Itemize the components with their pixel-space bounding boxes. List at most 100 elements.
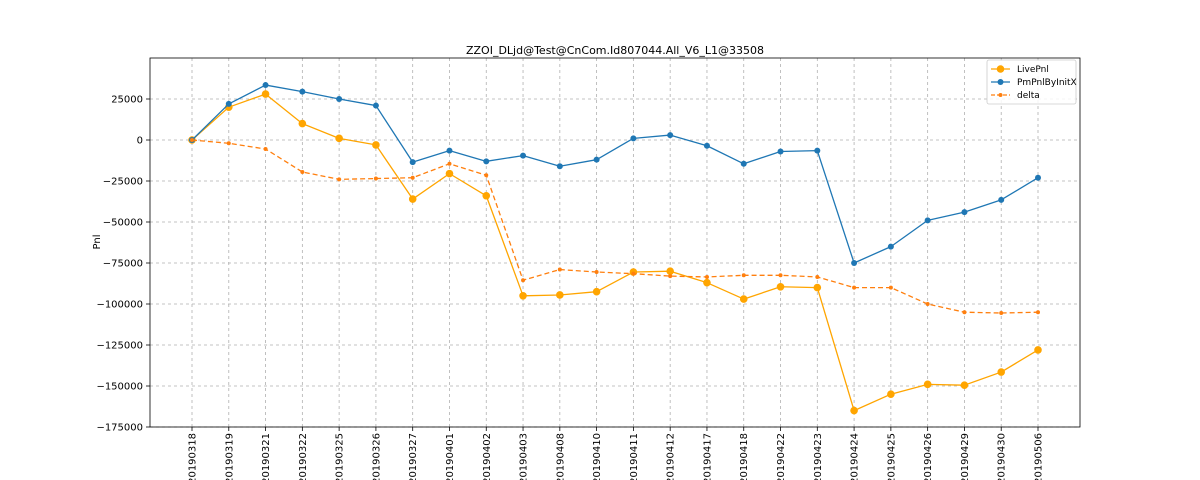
data-point-LivePnl <box>776 282 785 291</box>
data-point-PmPnlByInitX <box>556 163 563 170</box>
data-point-delta <box>410 175 415 180</box>
x-tick-label: 20190401 <box>445 433 456 480</box>
series-line-LivePnl <box>191 93 1039 412</box>
data-point-PmPnlByInitX <box>593 156 600 163</box>
data-point-PmPnlByInitX <box>924 217 931 224</box>
grid <box>150 58 1080 428</box>
data-point-delta <box>962 310 967 315</box>
data-point-LivePnl <box>372 141 380 149</box>
data-point-PmPnlByInitX <box>1035 174 1041 181</box>
legend-item-PmPnlByInitX: PmPnlByInitX <box>991 78 1077 88</box>
legend-item-delta: delta <box>991 91 1040 101</box>
data-point-LivePnl <box>739 295 748 303</box>
y-tick-label: −125000 <box>96 341 143 352</box>
x-tick-label: 20190319 <box>224 433 235 480</box>
data-point-PmPnlByInitX <box>409 159 416 166</box>
y-tick-label: −175000 <box>96 423 143 434</box>
x-tick-label: 20190426 <box>923 433 934 480</box>
data-point-PmPnlByInitX <box>887 243 894 250</box>
legend-marker <box>998 93 1003 97</box>
x-tick-label: 20190429 <box>960 433 971 480</box>
data-point-LivePnl <box>960 381 969 389</box>
data-point-PmPnlByInitX <box>262 82 269 89</box>
x-tick-label: 20190422 <box>776 433 787 480</box>
legend-label: PmPnlByInitX <box>1017 78 1077 88</box>
series-line-PmPnlByInitX <box>191 84 1039 264</box>
data-point-delta <box>888 285 893 290</box>
data-point-LivePnl <box>887 390 895 399</box>
y-tick-label: −25000 <box>103 177 143 188</box>
legend: LivePnl PmPnlByInitX delta <box>986 59 1077 105</box>
data-point-delta <box>263 147 268 152</box>
data-point-LivePnl <box>703 278 711 287</box>
legend-box <box>986 59 1077 105</box>
x-tick-label: 20190410 <box>592 433 603 480</box>
data-point-delta <box>631 271 636 276</box>
data-point-LivePnl <box>445 169 454 178</box>
data-point-delta <box>300 169 305 174</box>
x-tick-label: 20190403 <box>519 433 530 480</box>
data-point-LivePnl <box>813 283 822 292</box>
data-point-delta <box>668 274 673 279</box>
x-tick-label: 20190412 <box>666 433 677 480</box>
x-tick-label: 20190318 <box>188 433 199 480</box>
legend-item-LivePnl: LivePnl <box>991 65 1049 75</box>
data-point-PmPnlByInitX <box>998 196 1005 203</box>
data-point-PmPnlByInitX <box>703 142 710 149</box>
plot-area <box>149 57 1081 428</box>
x-tick-label: 20190424 <box>850 433 861 480</box>
data-point-LivePnl <box>335 134 343 143</box>
x-axis: 20190318 20190319 20190321 20190322 20190325… <box>188 427 1045 480</box>
data-point-LivePnl <box>1034 346 1042 354</box>
data-point-delta <box>999 311 1004 316</box>
data-point-LivePnl <box>482 191 491 200</box>
data-point-LivePnl <box>592 287 601 296</box>
legend-marker <box>997 79 1004 85</box>
x-tick-label: 20190321 <box>261 433 272 480</box>
y-axis-label: Pnl <box>92 235 103 250</box>
x-tick-label: 20190322 <box>298 433 309 480</box>
x-tick-label: 20190402 <box>482 433 493 480</box>
x-tick-label: 20190506 <box>1034 433 1045 480</box>
data-point-PmPnlByInitX <box>630 135 637 142</box>
data-point-delta <box>447 161 452 166</box>
legend-marker <box>996 65 1005 73</box>
data-point-delta <box>337 177 342 182</box>
series-layer <box>188 82 1042 415</box>
y-tick-label: −50000 <box>103 218 143 229</box>
data-point-PmPnlByInitX <box>520 152 527 159</box>
x-tick-label: 20190326 <box>371 433 382 480</box>
data-point-LivePnl <box>298 119 307 128</box>
x-tick-label: 20190411 <box>629 433 640 480</box>
data-point-delta <box>557 267 562 272</box>
data-point-PmPnlByInitX <box>225 100 232 107</box>
series-LivePnl <box>188 90 1042 415</box>
x-tick-label: 20190408 <box>555 433 566 480</box>
x-tick-label: 20190423 <box>813 433 824 480</box>
data-point-LivePnl <box>850 406 858 415</box>
data-point-delta <box>521 278 526 283</box>
chart-title: ZZOI_DLjd@Test@CnCom.Id807044.All_V6_L1@… <box>466 44 764 57</box>
data-point-LivePnl <box>556 291 564 299</box>
data-point-LivePnl <box>997 368 1006 376</box>
data-point-delta <box>190 138 194 142</box>
data-point-delta <box>373 176 378 181</box>
data-point-PmPnlByInitX <box>740 160 747 167</box>
x-tick-label: 20190327 <box>408 433 419 480</box>
data-point-LivePnl <box>261 90 270 98</box>
data-point-PmPnlByInitX <box>777 148 784 155</box>
data-point-delta <box>815 274 820 279</box>
series-line-delta <box>191 139 1039 314</box>
data-point-delta <box>594 270 599 275</box>
data-point-LivePnl <box>666 267 674 276</box>
data-point-PmPnlByInitX <box>336 96 343 102</box>
data-point-delta <box>925 302 930 306</box>
y-axis: −175000 −150000 −125000 −100000 −75000 −50000… <box>96 95 150 434</box>
legend-label: LivePnl <box>1017 65 1049 75</box>
data-point-delta <box>484 173 489 178</box>
data-point-delta <box>852 285 857 290</box>
series-delta <box>190 138 1040 316</box>
data-point-delta <box>778 273 783 278</box>
data-point-delta <box>704 274 709 279</box>
